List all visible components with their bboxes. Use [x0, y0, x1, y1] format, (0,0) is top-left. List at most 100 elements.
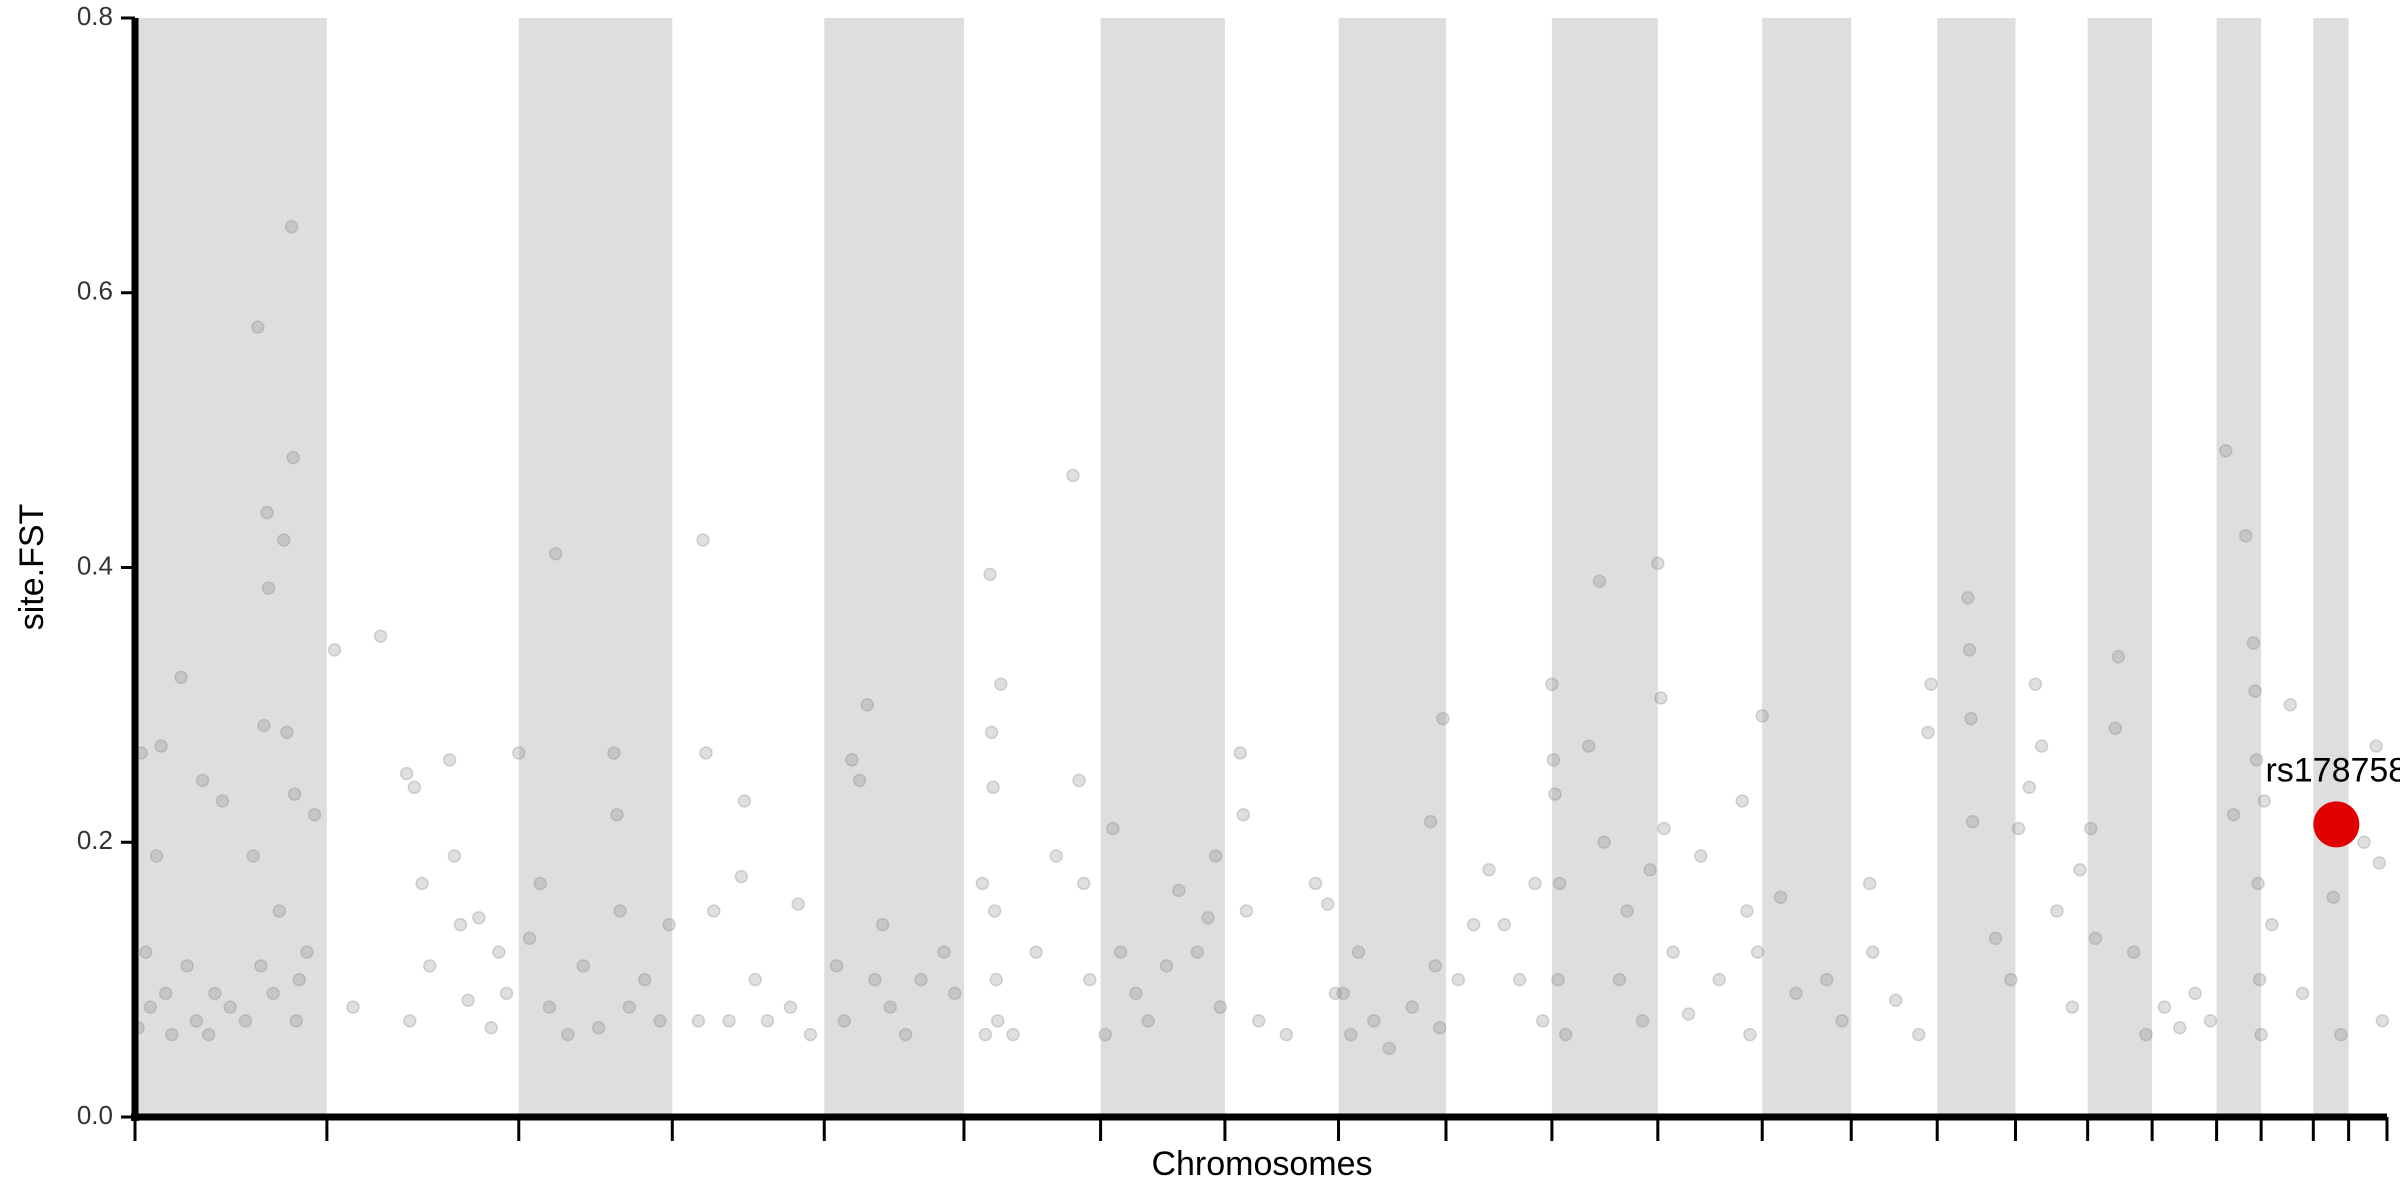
point [1466, 917, 1481, 932]
point [2246, 636, 2261, 650]
point [1694, 849, 1708, 863]
point [696, 533, 710, 547]
point [158, 986, 173, 1001]
point [201, 1027, 216, 1042]
point [472, 911, 486, 925]
point [1924, 677, 1938, 692]
point [2108, 721, 2123, 735]
point [1546, 753, 1561, 767]
point [2188, 986, 2202, 1001]
point [287, 787, 302, 801]
point [2375, 1014, 2390, 1028]
point [1962, 643, 1977, 657]
point [2065, 1000, 2080, 1014]
point [691, 1014, 706, 1028]
point [561, 1027, 575, 1042]
point [2334, 1027, 2348, 1042]
point [1735, 794, 1750, 808]
point [1643, 862, 1657, 877]
point [1208, 849, 1223, 863]
point [208, 986, 222, 1001]
point [760, 1014, 775, 1028]
chromosome-band [824, 18, 964, 1117]
point [2265, 917, 2279, 932]
point [987, 904, 1002, 918]
point [2083, 821, 2098, 836]
point [277, 533, 291, 547]
point [1666, 945, 1680, 959]
point [154, 739, 168, 753]
point [1239, 904, 1254, 918]
point [1862, 876, 1877, 891]
point [706, 904, 721, 918]
point [748, 972, 762, 987]
point [327, 643, 342, 657]
point [2088, 931, 2103, 946]
highlight-label: rs178758 [2265, 751, 2400, 789]
chromosome-band [1551, 18, 1658, 1117]
point [1336, 986, 1350, 1001]
point [868, 972, 882, 987]
point [1436, 711, 1450, 726]
point [1597, 835, 1611, 849]
point [1535, 1014, 1550, 1028]
point [722, 1014, 736, 1028]
point [860, 698, 874, 712]
point [1201, 911, 1215, 925]
point [1423, 814, 1438, 829]
point [533, 876, 548, 891]
point [223, 1000, 237, 1014]
point [783, 1000, 798, 1014]
point [254, 959, 268, 973]
point [2126, 945, 2141, 959]
point [1548, 787, 1562, 801]
point [1328, 986, 1343, 1001]
point [2022, 780, 2037, 795]
point [591, 1020, 606, 1035]
point [1743, 1027, 1757, 1042]
point [1279, 1027, 1294, 1042]
point [138, 945, 153, 959]
point [300, 945, 314, 959]
point [2372, 856, 2387, 870]
point [1961, 590, 1975, 605]
point [975, 876, 990, 891]
point [1159, 959, 1174, 973]
point [983, 567, 997, 582]
point [1773, 890, 1788, 904]
point [2111, 650, 2126, 664]
point [1712, 972, 1726, 987]
y-tick-label: 0.8 [77, 1, 113, 31]
point [1405, 1000, 1419, 1014]
point [1558, 1027, 1573, 1042]
point [286, 450, 300, 465]
point [610, 808, 624, 822]
point [937, 945, 951, 959]
point [2295, 986, 2310, 1001]
point [637, 972, 652, 987]
point [914, 972, 928, 987]
point [195, 773, 210, 788]
point [1965, 814, 1980, 829]
point [1651, 556, 1665, 571]
point [1681, 1007, 1696, 1021]
point [1213, 1000, 1228, 1014]
point [1433, 1020, 1447, 1035]
point [803, 1027, 818, 1042]
point [986, 780, 1000, 795]
point [1190, 945, 1205, 959]
point [2254, 1027, 2268, 1042]
point [734, 869, 749, 884]
chromosome-band [2087, 18, 2153, 1117]
y-tick-label: 0.0 [77, 1100, 113, 1130]
point [1098, 1027, 1112, 1042]
point [1172, 883, 1186, 898]
point [1964, 711, 1978, 726]
point [1236, 808, 1251, 822]
point [522, 931, 537, 946]
point [512, 746, 526, 760]
point [653, 1014, 667, 1028]
point [447, 849, 462, 863]
point [280, 725, 294, 740]
